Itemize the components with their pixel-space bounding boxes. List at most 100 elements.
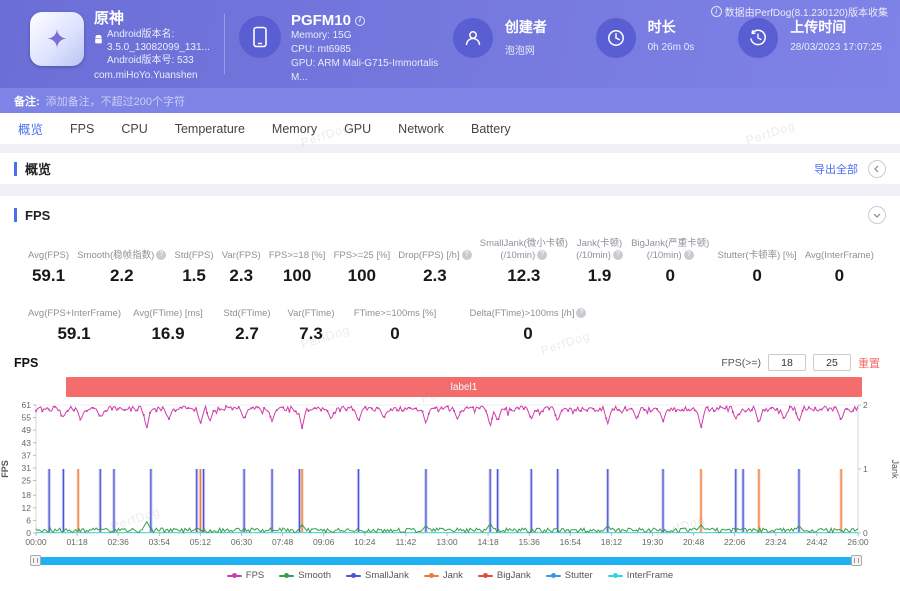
metric: Smooth(稳帧指数)? 2.2 <box>75 238 168 286</box>
tab-temperature[interactable]: Temperature <box>174 121 245 136</box>
remarks-label: 备注: <box>14 95 40 108</box>
chart-range-slider <box>0 555 900 567</box>
tab-memory[interactable]: Memory <box>271 121 318 136</box>
remarks-bar[interactable]: 备注: 添加备注，不超过200个字符 <box>0 88 900 113</box>
legend-marker <box>477 572 493 580</box>
metric: Var(FTime) 7.3 <box>280 296 342 344</box>
legend-item-interframe[interactable]: InterFrame <box>607 570 673 581</box>
legend-item-smooth[interactable]: Smooth <box>279 570 331 581</box>
legend-marker <box>279 572 295 580</box>
legend-marker <box>346 572 362 580</box>
svg-text:14:18: 14:18 <box>477 537 499 547</box>
phone-icon <box>238 16 281 58</box>
chart-label-band[interactable]: label1 <box>66 377 862 397</box>
collapse-fps-button[interactable] <box>868 206 886 224</box>
tab-gpu[interactable]: GPU <box>344 121 372 136</box>
device-gpu: GPU: ARM Mali-G715-Immortalis M... <box>290 58 439 83</box>
svg-text:16:54: 16:54 <box>560 537 582 547</box>
svg-text:24:42: 24:42 <box>806 537 828 547</box>
device-memory: Memory: 15G <box>290 30 352 41</box>
collect-version-text: 数据由PerfDog(8.1.230120)版本收集 <box>724 8 888 19</box>
device-name: PGFM10 i <box>291 12 453 29</box>
metric-info-icon[interactable]: ? <box>537 250 548 261</box>
tab-network[interactable]: Network <box>398 121 445 136</box>
export-all-link[interactable]: 导出全部 <box>814 163 858 176</box>
tab-overview[interactable]: 概览 <box>18 123 44 137</box>
duration-block: 时长 0h 26m 0s <box>595 14 739 58</box>
legend-item-bigjank[interactable]: BigJank <box>477 570 531 581</box>
metric-value: 100 <box>282 266 312 285</box>
svg-text:09:06: 09:06 <box>313 537 335 547</box>
slider-handle-right[interactable] <box>851 555 862 566</box>
svg-text:00:00: 00:00 <box>25 537 47 547</box>
tab-cpu[interactable]: CPU <box>121 121 148 136</box>
metric-value: 100 <box>347 266 377 285</box>
metric-info-icon[interactable]: ? <box>683 250 694 261</box>
svg-text:18: 18 <box>22 490 32 500</box>
fps-threshold-min-input[interactable] <box>768 354 806 371</box>
fps-metrics-row2: Avg(FPS+InterFrame) 59.1 Avg(FTime) [ms] 16… <box>0 296 900 344</box>
collapse-left-button[interactable] <box>868 159 886 178</box>
svg-text:Jank: Jank <box>890 459 900 479</box>
slider-handle-left[interactable] <box>30 555 41 566</box>
reset-link[interactable]: 重置 <box>858 357 880 370</box>
metric-value: 0 <box>752 266 762 285</box>
svg-text:22:06: 22:06 <box>724 537 746 547</box>
legend-marker <box>545 572 561 580</box>
metric-info-icon[interactable]: ? <box>612 250 623 261</box>
svg-text:43: 43 <box>22 438 32 448</box>
svg-text:37: 37 <box>22 450 32 460</box>
metric-info-icon[interactable]: ? <box>156 250 167 261</box>
chevron-down-icon <box>873 213 881 218</box>
info-icon: i <box>710 6 722 17</box>
legend-item-jank[interactable]: Jank <box>423 570 463 581</box>
history-clock-icon <box>738 18 779 58</box>
device-info-icon[interactable]: i <box>354 15 365 26</box>
app-android-version-name: Android版本名: 3.5.0_13082099_131... <box>107 29 210 53</box>
remarks-placeholder: 添加备注，不超过200个字符 <box>45 95 186 108</box>
svg-text:55: 55 <box>22 413 32 423</box>
metric-info-icon[interactable]: ? <box>461 250 472 261</box>
metric: Std(FTime) 2.7 <box>214 296 280 344</box>
metric-value: 2.3 <box>229 266 254 285</box>
metric-value: 0 <box>665 266 675 285</box>
metric: FPS>=18 [%] 100 <box>268 250 326 285</box>
legend-item-stutter[interactable]: Stutter <box>545 570 593 581</box>
fps-section-title: FPS <box>25 207 51 223</box>
svg-text:10:24: 10:24 <box>354 537 376 547</box>
metric: BigJank(严重卡顿) (/10min)? 0 <box>631 238 710 285</box>
tab-battery[interactable]: Battery <box>471 121 511 136</box>
overview-section-title: 概览 <box>25 162 52 177</box>
app-info-block: ✦ 原神 Android版本名: 3.5.0_13082099_131... A… <box>30 11 218 82</box>
svg-text:13:00: 13:00 <box>436 537 458 547</box>
fps-threshold-max-input[interactable] <box>813 354 851 371</box>
legend-marker <box>607 572 623 580</box>
tab-fps[interactable]: FPS <box>70 121 95 136</box>
legend-item-fps[interactable]: FPS <box>226 570 264 581</box>
svg-text:20:48: 20:48 <box>683 537 705 547</box>
metric-value: 0 <box>523 324 533 343</box>
creator-label: 创建者 <box>504 19 547 35</box>
creator-value: 泡泡网 <box>504 46 535 57</box>
collect-version-notice: i 数据由PerfDog(8.1.230120)版本收集 <box>710 4 888 19</box>
report-header: i 数据由PerfDog(8.1.230120)版本收集 ✦ 原神 Androi… <box>0 0 900 88</box>
svg-text:0: 0 <box>26 528 31 538</box>
upload-time-label: 上传时间 <box>790 19 847 35</box>
metric: Avg(FTime) [ms] 16.9 <box>122 296 214 344</box>
svg-text:25: 25 <box>22 476 32 486</box>
svg-text:18:12: 18:12 <box>601 537 623 547</box>
metric-value: 0 <box>390 324 400 343</box>
svg-text:03:54: 03:54 <box>149 537 171 547</box>
metric: Drop(FPS) [/h]? 2.3 <box>396 238 473 286</box>
metric: Avg(FPS) 59.1 <box>28 250 70 285</box>
svg-text:1: 1 <box>863 464 868 474</box>
metric-info-icon[interactable]: ? <box>576 308 587 319</box>
metric-value: 2.7 <box>235 324 259 343</box>
svg-text:06:30: 06:30 <box>231 537 253 547</box>
overview-section-bar: 概览 导出全部 <box>0 153 900 184</box>
metric: SmallJank(微小卡顿) (/10min)? 12.3 <box>479 238 568 285</box>
slider-track[interactable] <box>36 557 858 565</box>
legend-item-smalljank[interactable]: SmallJank <box>346 570 409 581</box>
metric: Std(FPS) 1.5 <box>174 250 214 285</box>
